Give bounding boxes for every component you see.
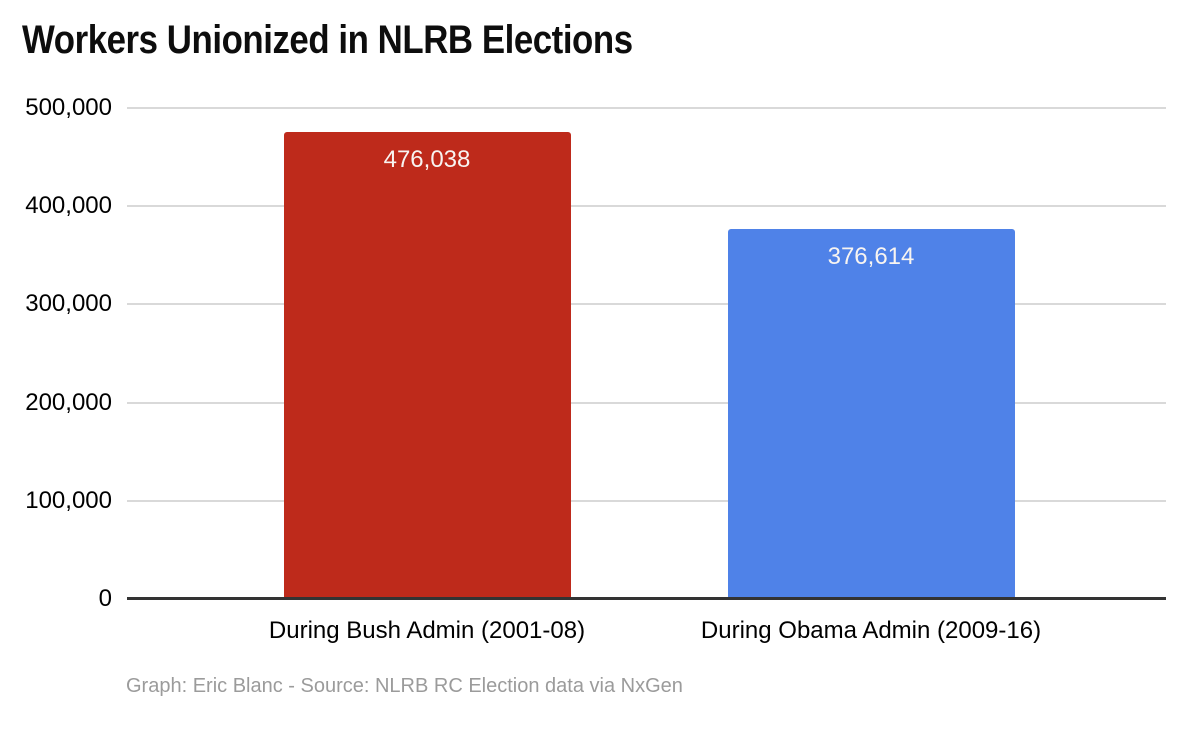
y-axis-tick-label: 0 — [98, 585, 112, 612]
bar-1 — [283, 132, 571, 599]
bar-2 — [727, 229, 1015, 599]
y-axis-tick-label: 200,000 — [25, 389, 112, 416]
x-axis-category-label: During Bush Admin (2001-08) — [268, 617, 586, 644]
y-axis-tick-label: 500,000 — [25, 94, 112, 121]
gridline — [127, 303, 1166, 305]
x-axis-line — [127, 597, 1166, 600]
x-axis-category-label: During Obama Admin (2009-16) — [700, 617, 1042, 644]
bar-value-label: 476,038 — [383, 146, 471, 173]
gridline — [127, 205, 1166, 207]
gridline — [127, 500, 1166, 502]
bar-value-label: 376,614 — [827, 243, 915, 270]
chart-footnote: Graph: Eric Blanc - Source: NLRB RC Elec… — [126, 675, 683, 697]
y-axis-tick-label: 300,000 — [25, 290, 112, 317]
gridline — [127, 107, 1166, 109]
y-axis-tick-label: 400,000 — [25, 192, 112, 219]
gridline — [127, 402, 1166, 404]
chart-title: Workers Unionized in NLRB Elections — [22, 18, 633, 62]
y-axis-tick-label: 100,000 — [25, 487, 112, 514]
